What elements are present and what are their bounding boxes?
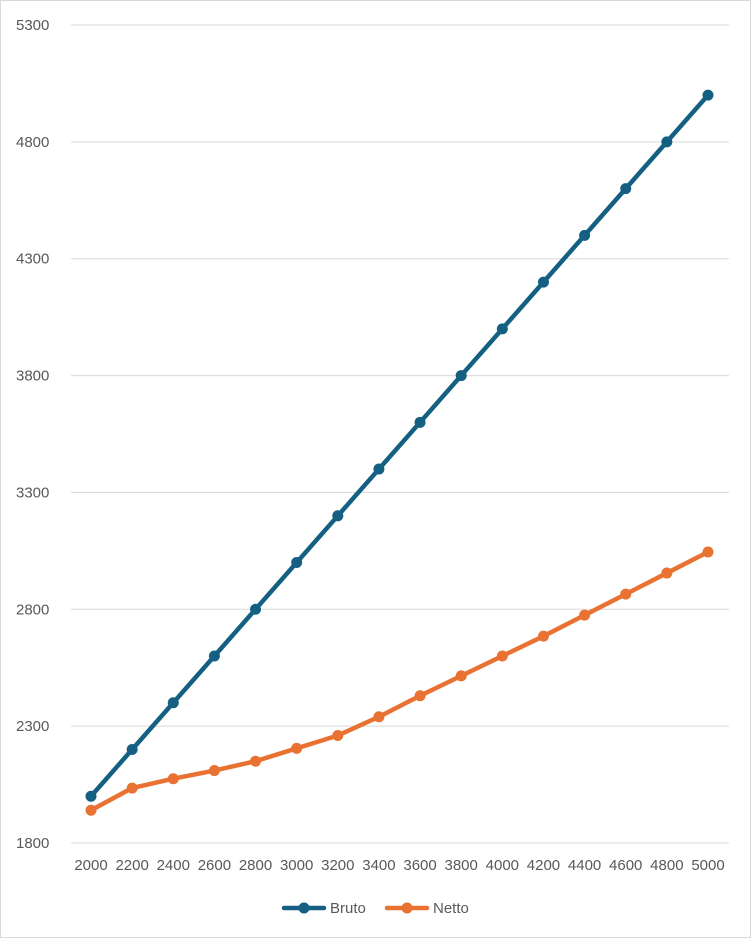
data-point: [208, 765, 220, 777]
series-group: [85, 89, 714, 816]
data-point: [414, 416, 426, 428]
y-tick-label: 2300: [16, 718, 49, 735]
x-tick-label: 4000: [486, 857, 519, 874]
series-line: [88, 549, 711, 813]
data-point: [579, 229, 591, 241]
data-point: [661, 567, 673, 579]
data-point: [167, 697, 179, 709]
x-tick-label: 4400: [568, 857, 601, 874]
data-point: [702, 89, 714, 101]
data-point: [579, 609, 591, 621]
data-point: [373, 463, 385, 475]
data-point: [291, 742, 303, 754]
data-point: [332, 729, 344, 741]
data-point: [702, 546, 714, 558]
series-line: [88, 92, 711, 799]
data-point: [126, 782, 138, 794]
data-point: [537, 630, 549, 642]
legend-item-netto: Netto: [384, 900, 469, 917]
x-tick-label: 3800: [445, 857, 478, 874]
data-point: [537, 276, 549, 288]
x-axis-tick-labels: 2000 2200 2400 2600 2800 3000 3200 3400 3600 3800…: [74, 857, 724, 874]
x-tick-label: 2800: [239, 857, 272, 874]
series-bruto: [85, 89, 714, 802]
x-tick-label: 4600: [609, 857, 642, 874]
x-tick-label: 4800: [650, 857, 683, 874]
y-tick-label: 5300: [16, 17, 49, 34]
data-point: [455, 370, 467, 382]
data-point: [85, 804, 97, 816]
data-point: [291, 557, 303, 569]
data-point: [620, 183, 632, 195]
legend-label: Bruto: [330, 900, 366, 917]
x-tick-label: 2200: [115, 857, 148, 874]
x-tick-label: 2000: [74, 857, 107, 874]
data-point: [85, 790, 97, 802]
data-point: [250, 603, 262, 615]
y-tick-label: 2800: [16, 601, 49, 618]
legend-marker: [401, 902, 413, 914]
x-tick-label: 3200: [321, 857, 354, 874]
legend-item-bruto: Bruto: [281, 900, 366, 917]
data-point: [373, 711, 385, 723]
data-point: [332, 510, 344, 522]
x-tick-label: 2600: [198, 857, 231, 874]
data-point: [455, 670, 467, 682]
y-axis-tick-labels: 5300 4800 4300 3800 3300 2800 2300 1800: [16, 17, 49, 852]
x-tick-label: 3400: [362, 857, 395, 874]
data-point: [250, 755, 262, 767]
gridlines: [71, 24, 729, 844]
x-tick-label: 2400: [157, 857, 190, 874]
data-point: [208, 650, 220, 662]
x-tick-label: 5000: [691, 857, 724, 874]
x-tick-label: 3000: [280, 857, 313, 874]
y-tick-label: 3800: [16, 368, 49, 385]
data-point: [496, 323, 508, 335]
legend-marker: [298, 902, 310, 914]
y-tick-label: 1800: [16, 835, 49, 852]
data-point: [167, 773, 179, 785]
data-point: [661, 136, 673, 148]
y-tick-label: 4800: [16, 134, 49, 151]
data-point: [126, 744, 138, 756]
data-point: [620, 588, 632, 600]
y-tick-label: 4300: [16, 251, 49, 268]
legend: Bruto Netto: [281, 900, 469, 917]
data-point: [414, 690, 426, 702]
legend-label: Netto: [433, 900, 469, 917]
data-point: [496, 650, 508, 662]
series-netto: [85, 546, 714, 816]
x-tick-label: 4200: [527, 857, 560, 874]
y-tick-label: 3300: [16, 484, 49, 501]
x-tick-label: 3600: [403, 857, 436, 874]
